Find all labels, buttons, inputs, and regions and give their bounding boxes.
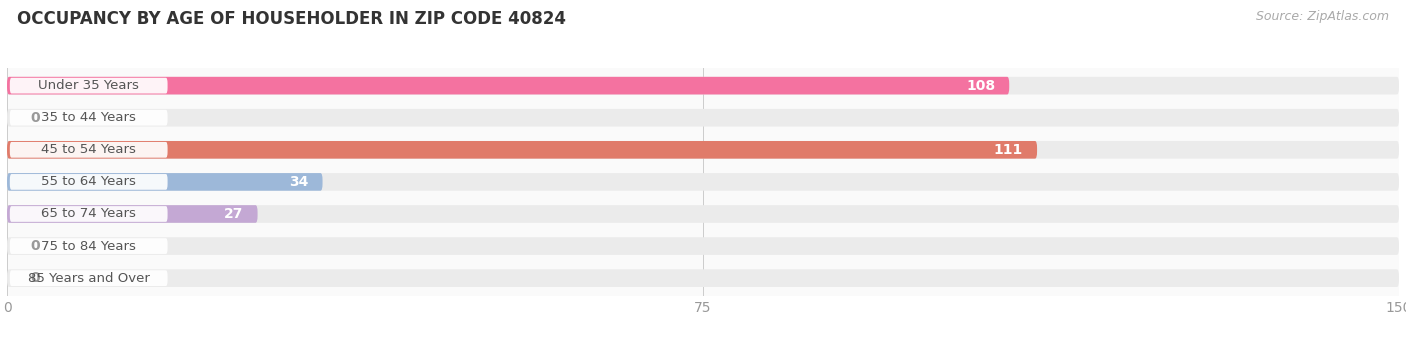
Text: 111: 111 xyxy=(994,143,1024,157)
FancyBboxPatch shape xyxy=(7,173,1399,191)
FancyBboxPatch shape xyxy=(7,205,1399,223)
FancyBboxPatch shape xyxy=(10,174,167,190)
Text: 35 to 44 Years: 35 to 44 Years xyxy=(41,111,136,124)
Text: 27: 27 xyxy=(225,207,243,221)
Text: 45 to 54 Years: 45 to 54 Years xyxy=(41,143,136,156)
Text: 108: 108 xyxy=(966,79,995,92)
Text: 65 to 74 Years: 65 to 74 Years xyxy=(41,207,136,220)
Text: OCCUPANCY BY AGE OF HOUSEHOLDER IN ZIP CODE 40824: OCCUPANCY BY AGE OF HOUSEHOLDER IN ZIP C… xyxy=(17,10,565,28)
Text: Source: ZipAtlas.com: Source: ZipAtlas.com xyxy=(1256,10,1389,23)
Text: 0: 0 xyxy=(31,111,39,125)
FancyBboxPatch shape xyxy=(7,173,322,191)
FancyBboxPatch shape xyxy=(7,77,1399,95)
FancyBboxPatch shape xyxy=(7,141,1399,159)
FancyBboxPatch shape xyxy=(7,237,1399,255)
FancyBboxPatch shape xyxy=(7,205,257,223)
Text: 34: 34 xyxy=(290,175,308,189)
FancyBboxPatch shape xyxy=(10,78,167,94)
Text: 55 to 64 Years: 55 to 64 Years xyxy=(41,175,136,188)
Text: 75 to 84 Years: 75 to 84 Years xyxy=(41,240,136,253)
FancyBboxPatch shape xyxy=(10,238,167,254)
Text: Under 35 Years: Under 35 Years xyxy=(38,79,139,92)
FancyBboxPatch shape xyxy=(10,110,167,125)
FancyBboxPatch shape xyxy=(7,269,1399,287)
FancyBboxPatch shape xyxy=(10,206,167,222)
Text: 0: 0 xyxy=(31,271,39,285)
FancyBboxPatch shape xyxy=(10,142,167,158)
FancyBboxPatch shape xyxy=(7,77,1010,95)
FancyBboxPatch shape xyxy=(7,109,1399,126)
Text: 85 Years and Over: 85 Years and Over xyxy=(28,272,149,285)
FancyBboxPatch shape xyxy=(10,270,167,286)
FancyBboxPatch shape xyxy=(7,141,1038,159)
Text: 0: 0 xyxy=(31,239,39,253)
